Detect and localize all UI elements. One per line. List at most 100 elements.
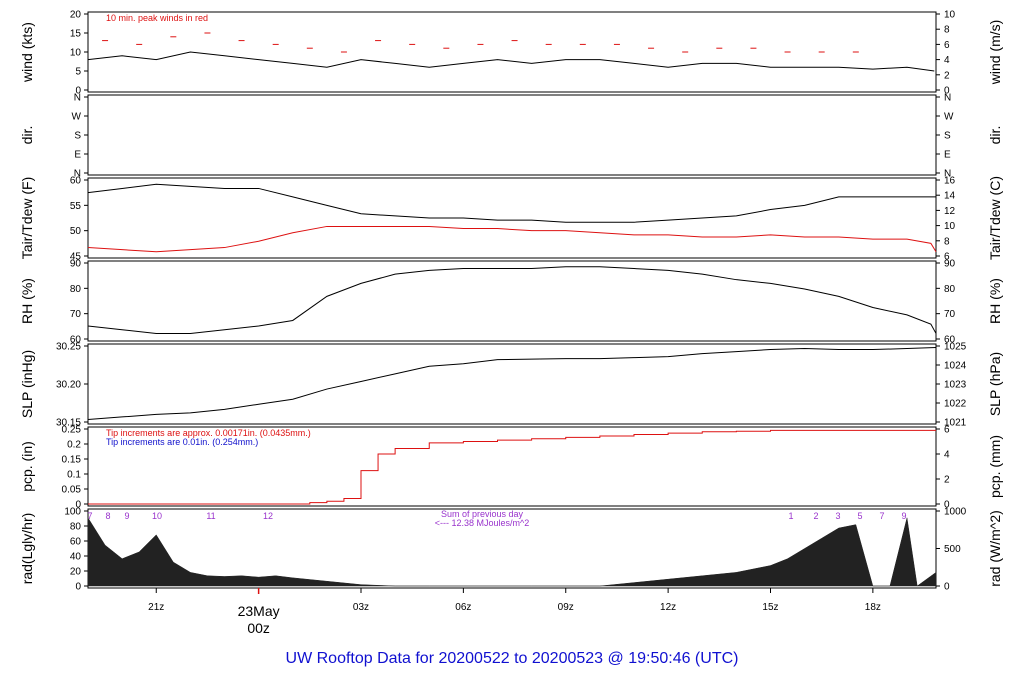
left-tick-label-dir: S bbox=[74, 131, 81, 142]
rad-hour-mark: 9 bbox=[124, 511, 129, 521]
right-tick-label-slp: 1024 bbox=[944, 361, 967, 372]
right-tick-label-wind: 6 bbox=[944, 40, 950, 51]
series-line-wind bbox=[87, 51, 935, 72]
rad-hour-mark: 12 bbox=[263, 511, 273, 521]
left-tick-label-rh: 70 bbox=[70, 309, 82, 320]
annotation-rad: Sum of previous day bbox=[441, 509, 524, 519]
panel-left-label-pcp: pcp. (in) bbox=[19, 441, 35, 492]
right-tick-label-rad: 1000 bbox=[944, 507, 967, 518]
panel-left-label-rad: rad(Lgly/hr) bbox=[19, 513, 35, 585]
panel-frame-rh bbox=[87, 260, 937, 342]
panel-frame-pcp bbox=[87, 426, 937, 507]
left-tick-label-wind: 0 bbox=[75, 86, 81, 97]
left-tick-label-temp: 50 bbox=[70, 226, 82, 237]
left-tick-label-slp: 30.15 bbox=[56, 418, 81, 429]
panel-right-label-rh: RH (%) bbox=[987, 278, 1003, 324]
annotation-rad: <--- 12.38 MJoules/m^2 bbox=[435, 518, 530, 528]
left-tick-label-rad: 80 bbox=[70, 522, 82, 533]
left-tick-label-temp: 45 bbox=[70, 252, 82, 263]
right-tick-label-pcp: 2 bbox=[944, 475, 950, 486]
x-tick-label: 06z bbox=[455, 602, 471, 613]
left-tick-label-pcp: 0.25 bbox=[62, 425, 82, 436]
left-tick-label-dir: N bbox=[74, 169, 81, 180]
panel-right-label-rad: rad (W/m^2) bbox=[987, 510, 1003, 587]
right-tick-label-dir: S bbox=[944, 131, 951, 142]
left-tick-label-dir: E bbox=[74, 150, 81, 161]
right-tick-label-rad: 500 bbox=[944, 544, 961, 555]
annotation-wind: 10 min. peak winds in red bbox=[106, 13, 208, 23]
panel-frame-temp bbox=[87, 177, 937, 259]
panel-right-label-wind: wind (m/s) bbox=[987, 20, 1003, 86]
right-tick-label-dir: N bbox=[944, 169, 951, 180]
left-tick-label-dir: N bbox=[74, 93, 81, 104]
left-tick-label-wind: 10 bbox=[70, 48, 82, 59]
date-marker-day: 23May bbox=[238, 603, 280, 619]
rad-hour-mark: 8 bbox=[105, 511, 110, 521]
panel-left-label-rh: RH (%) bbox=[19, 278, 35, 324]
rad-hour-mark: 11 bbox=[206, 511, 215, 521]
panel-right-label-temp: Tair/Tdew (C) bbox=[987, 176, 1003, 260]
left-tick-label-temp: 60 bbox=[70, 176, 82, 187]
right-tick-label-pcp: 6 bbox=[944, 425, 950, 436]
series-area-rad bbox=[87, 516, 937, 587]
x-tick-label: 09z bbox=[558, 602, 574, 613]
right-tick-label-temp: 16 bbox=[944, 176, 956, 187]
right-tick-label-slp: 1025 bbox=[944, 342, 967, 353]
right-tick-label-temp: 14 bbox=[944, 191, 956, 202]
left-tick-label-rh: 80 bbox=[70, 284, 82, 295]
left-tick-label-pcp: 0.2 bbox=[67, 440, 81, 451]
right-tick-label-rh: 70 bbox=[944, 309, 956, 320]
left-tick-label-dir: W bbox=[72, 112, 82, 123]
left-tick-label-pcp: 0 bbox=[75, 500, 81, 511]
right-tick-label-wind: 4 bbox=[944, 55, 950, 66]
right-tick-label-wind: 0 bbox=[944, 86, 950, 97]
panel-frame-dir bbox=[87, 94, 937, 176]
rad-hour-mark: 7 bbox=[879, 511, 884, 521]
date-marker-hour: 00z bbox=[247, 620, 270, 636]
right-tick-label-wind: 10 bbox=[944, 10, 956, 21]
series-line-tdew bbox=[87, 225, 937, 253]
rad-hour-mark: 10 bbox=[152, 511, 162, 521]
left-tick-label-wind: 15 bbox=[70, 29, 82, 40]
left-tick-label-rad: 0 bbox=[75, 582, 81, 593]
right-tick-label-temp: 8 bbox=[944, 236, 950, 247]
left-tick-label-rh: 90 bbox=[70, 259, 82, 270]
x-tick-label: 21z bbox=[148, 602, 164, 613]
left-tick-label-rh: 60 bbox=[70, 335, 82, 346]
right-tick-label-wind: 2 bbox=[944, 70, 950, 81]
right-tick-label-temp: 12 bbox=[944, 206, 956, 217]
left-tick-label-rad: 20 bbox=[70, 567, 82, 578]
panel-frame-slp bbox=[87, 343, 937, 425]
series-line-pcp bbox=[88, 429, 936, 505]
right-tick-label-dir: N bbox=[944, 93, 951, 104]
left-tick-label-slp: 30.20 bbox=[56, 380, 81, 391]
panel-frame-wind bbox=[87, 11, 937, 93]
right-tick-label-rad: 0 bbox=[944, 582, 950, 593]
right-tick-label-rh: 90 bbox=[944, 259, 956, 270]
panel-left-label-temp: Tair/Tdew (F) bbox=[19, 177, 35, 259]
left-tick-label-wind: 5 bbox=[75, 67, 81, 78]
right-tick-label-slp: 1023 bbox=[944, 380, 967, 391]
right-tick-label-slp: 1021 bbox=[944, 418, 967, 429]
rad-hour-mark: 9 bbox=[901, 511, 906, 521]
right-tick-label-slp: 1022 bbox=[944, 399, 967, 410]
right-tick-label-dir: E bbox=[944, 150, 951, 161]
panel-right-label-dir: dir. bbox=[987, 126, 1003, 145]
rad-hour-mark: 1 bbox=[788, 511, 793, 521]
annotation-pcp: Tip increments are approx. 0.00171in. (0… bbox=[106, 428, 311, 438]
right-tick-label-pcp: 4 bbox=[944, 450, 950, 461]
right-tick-label-temp: 6 bbox=[944, 252, 950, 263]
panel-left-label-dir: dir. bbox=[19, 126, 35, 145]
panel-right-label-slp: SLP (hPa) bbox=[987, 352, 1003, 416]
left-tick-label-pcp: 0.15 bbox=[62, 455, 82, 466]
panel-left-label-wind: wind (kts) bbox=[19, 22, 35, 83]
left-tick-label-temp: 55 bbox=[70, 201, 82, 212]
annotation-pcp: Tip increments are 0.01in. (0.254mm.) bbox=[106, 437, 258, 447]
right-tick-label-rh: 60 bbox=[944, 335, 956, 346]
right-tick-label-wind: 8 bbox=[944, 25, 950, 36]
left-tick-label-pcp: 0.1 bbox=[67, 470, 81, 481]
x-tick-label: 03z bbox=[353, 602, 369, 613]
rad-hour-mark: 5 bbox=[857, 511, 862, 521]
rad-hour-mark: 2 bbox=[813, 511, 818, 521]
